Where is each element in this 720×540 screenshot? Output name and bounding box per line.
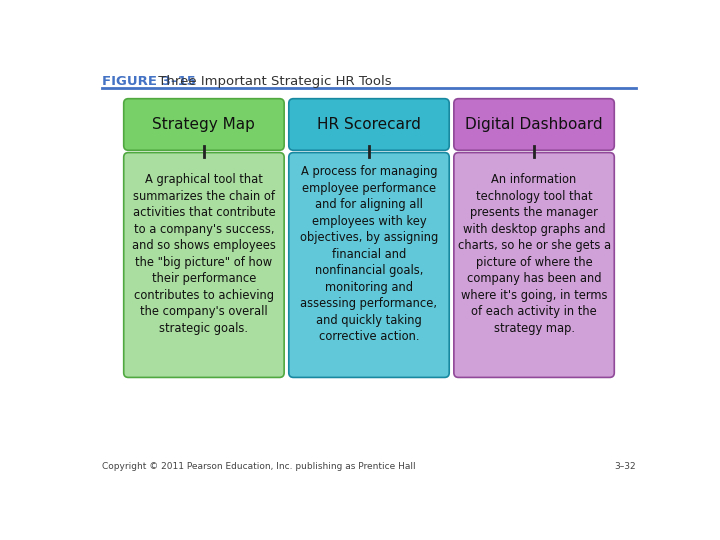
Text: A graphical tool that
summarizes the chain of
activities that contribute
to a co: A graphical tool that summarizes the cha… <box>132 173 276 335</box>
Text: Three Important Strategic HR Tools: Three Important Strategic HR Tools <box>155 75 392 88</box>
FancyBboxPatch shape <box>124 153 284 377</box>
FancyBboxPatch shape <box>454 99 614 150</box>
Text: Copyright © 2011 Pearson Education, Inc. publishing as Prentice Hall: Copyright © 2011 Pearson Education, Inc.… <box>102 462 415 471</box>
FancyBboxPatch shape <box>289 99 449 150</box>
Text: Strategy Map: Strategy Map <box>153 117 256 132</box>
FancyBboxPatch shape <box>454 153 614 377</box>
FancyBboxPatch shape <box>124 99 284 150</box>
Text: HR Scorecard: HR Scorecard <box>317 117 421 132</box>
Text: Digital Dashboard: Digital Dashboard <box>465 117 603 132</box>
Text: 3–32: 3–32 <box>615 462 636 471</box>
Text: A process for managing
employee performance
and for aligning all
employees with : A process for managing employee performa… <box>300 165 438 343</box>
FancyBboxPatch shape <box>289 153 449 377</box>
Text: An information
technology tool that
presents the manager
with desktop graphs and: An information technology tool that pres… <box>457 173 611 335</box>
Text: FIGURE 3–15: FIGURE 3–15 <box>102 75 196 88</box>
